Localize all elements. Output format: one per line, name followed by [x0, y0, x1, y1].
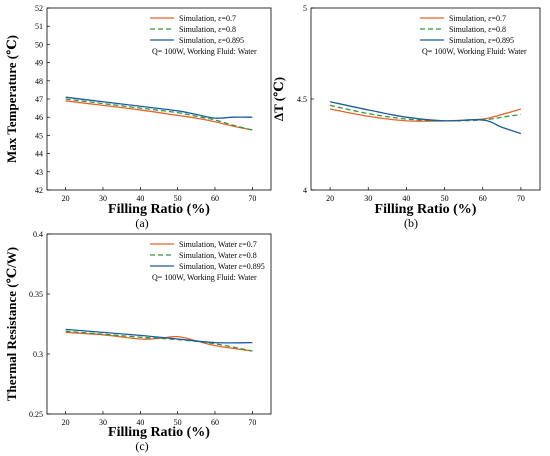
x-tick-label: 60 [479, 194, 487, 203]
legend: Simulation, ε=0.7 Simulation, ε=0.8 Simula… [150, 14, 257, 56]
y-tick-label: 47 [35, 95, 43, 104]
y-tick-label: 0.35 [29, 290, 43, 299]
legend-label: Simulation, ε=0.895 [179, 36, 244, 45]
legend-label: Simulation, Water ε=0.895 [179, 262, 265, 271]
y-tick-label: 46 [35, 113, 43, 122]
legend-label: Simulation, Water ε=0.8 [179, 251, 257, 260]
chart-panel-a: 20 30 40 50 60 70 42 43 44 45 46 47 48 49 50 51 52 Fillin… [4, 4, 272, 230]
y-tick-label: 43 [35, 168, 43, 177]
x-axis-title: Filling Ratio (%) [375, 202, 477, 217]
legend-label: Simulation, Water ε=0.7 [179, 240, 257, 249]
y-tick-label: 45 [35, 131, 43, 140]
y-tick-label: 5 [303, 4, 307, 13]
y-tick-label: 52 [35, 4, 43, 13]
legend-label: Simulation, ε=0.8 [449, 25, 506, 34]
legend-label: Simulation, ε=0.7 [179, 14, 236, 23]
y-tick-label: 42 [35, 186, 43, 195]
x-tick-label: 30 [99, 194, 107, 203]
x-tick-label: 20 [62, 194, 70, 203]
x-tick-label: 60 [211, 194, 219, 203]
y-tick-label: 50 [35, 40, 43, 49]
y-tick-label: 4 [303, 186, 307, 195]
x-tick-label: 50 [174, 418, 182, 427]
x-tick-label: 60 [211, 418, 219, 427]
x-tick-label: 40 [136, 418, 144, 427]
legend-note: Q= 100W, Working Fluid: Water [422, 47, 527, 56]
series-line-3 [329, 101, 522, 135]
legend-note: Q= 100W, Working Fluid: Water [152, 47, 257, 56]
y-tick-label: 0.25 [29, 410, 43, 419]
series-line-1 [65, 100, 253, 131]
x-axis-title: Filling Ratio (%) [108, 202, 210, 217]
plot-frame [46, 233, 272, 415]
chart-panel-c: 20 30 40 50 60 70 0.25 0.3 0.35 0.4 Filling Ratio … [4, 230, 272, 453]
y-axis-title: ΔT (℃) [271, 77, 286, 121]
series-line-3 [65, 96, 253, 119]
y-tick-label: 4.5 [297, 95, 307, 104]
y-tick-label: 0.4 [33, 230, 43, 239]
y-tick-label: 0.3 [33, 350, 43, 359]
legend: Simulation, Water ε=0.7 Simulation, Water… [150, 240, 265, 282]
series-line-1 [65, 331, 253, 352]
x-tick-label: 30 [364, 194, 372, 203]
x-tick-label: 20 [62, 418, 70, 427]
y-axis-title: Thermal Resistance (℃/W) [4, 247, 19, 401]
x-tick-label: 50 [174, 194, 182, 203]
x-tick-label: 70 [248, 418, 256, 427]
x-axis-title: Filling Ratio (%) [108, 425, 210, 440]
legend-label: Simulation, ε=0.7 [449, 14, 506, 23]
y-tick-label: 44 [35, 150, 43, 159]
x-tick-label: 70 [517, 194, 525, 203]
x-tick-label: 30 [99, 418, 107, 427]
x-tick-label: 40 [402, 194, 410, 203]
legend-label: Simulation, ε=0.895 [449, 36, 514, 45]
legend: Simulation, ε=0.7 Simulation, ε=0.8 Simula… [420, 14, 527, 56]
y-tick-label: 51 [35, 22, 43, 31]
x-tick-label: 70 [248, 194, 256, 203]
x-tick-label: 40 [136, 194, 144, 203]
panel-caption: (b) [404, 216, 418, 230]
x-tick-label: 20 [326, 194, 334, 203]
x-tick-label: 50 [441, 194, 449, 203]
series-line-2 [65, 98, 253, 131]
y-tick-label: 49 [35, 59, 43, 68]
panel-caption: (c) [135, 439, 148, 453]
panel-caption: (a) [135, 216, 148, 230]
series-line-2 [65, 330, 253, 352]
y-axis-title: Max Temperature (℃) [4, 35, 19, 163]
chart-panel-b: 20 30 40 50 60 70 4 4.5 5 Filling Ratio (%) ΔT (℃)… [271, 4, 541, 230]
y-tick-label: 48 [35, 77, 43, 86]
series-line-3 [65, 328, 253, 344]
legend-note: Q= 100W, Working Fluid: Water [152, 273, 257, 282]
legend-label: Simulation, ε=0.8 [179, 25, 236, 34]
